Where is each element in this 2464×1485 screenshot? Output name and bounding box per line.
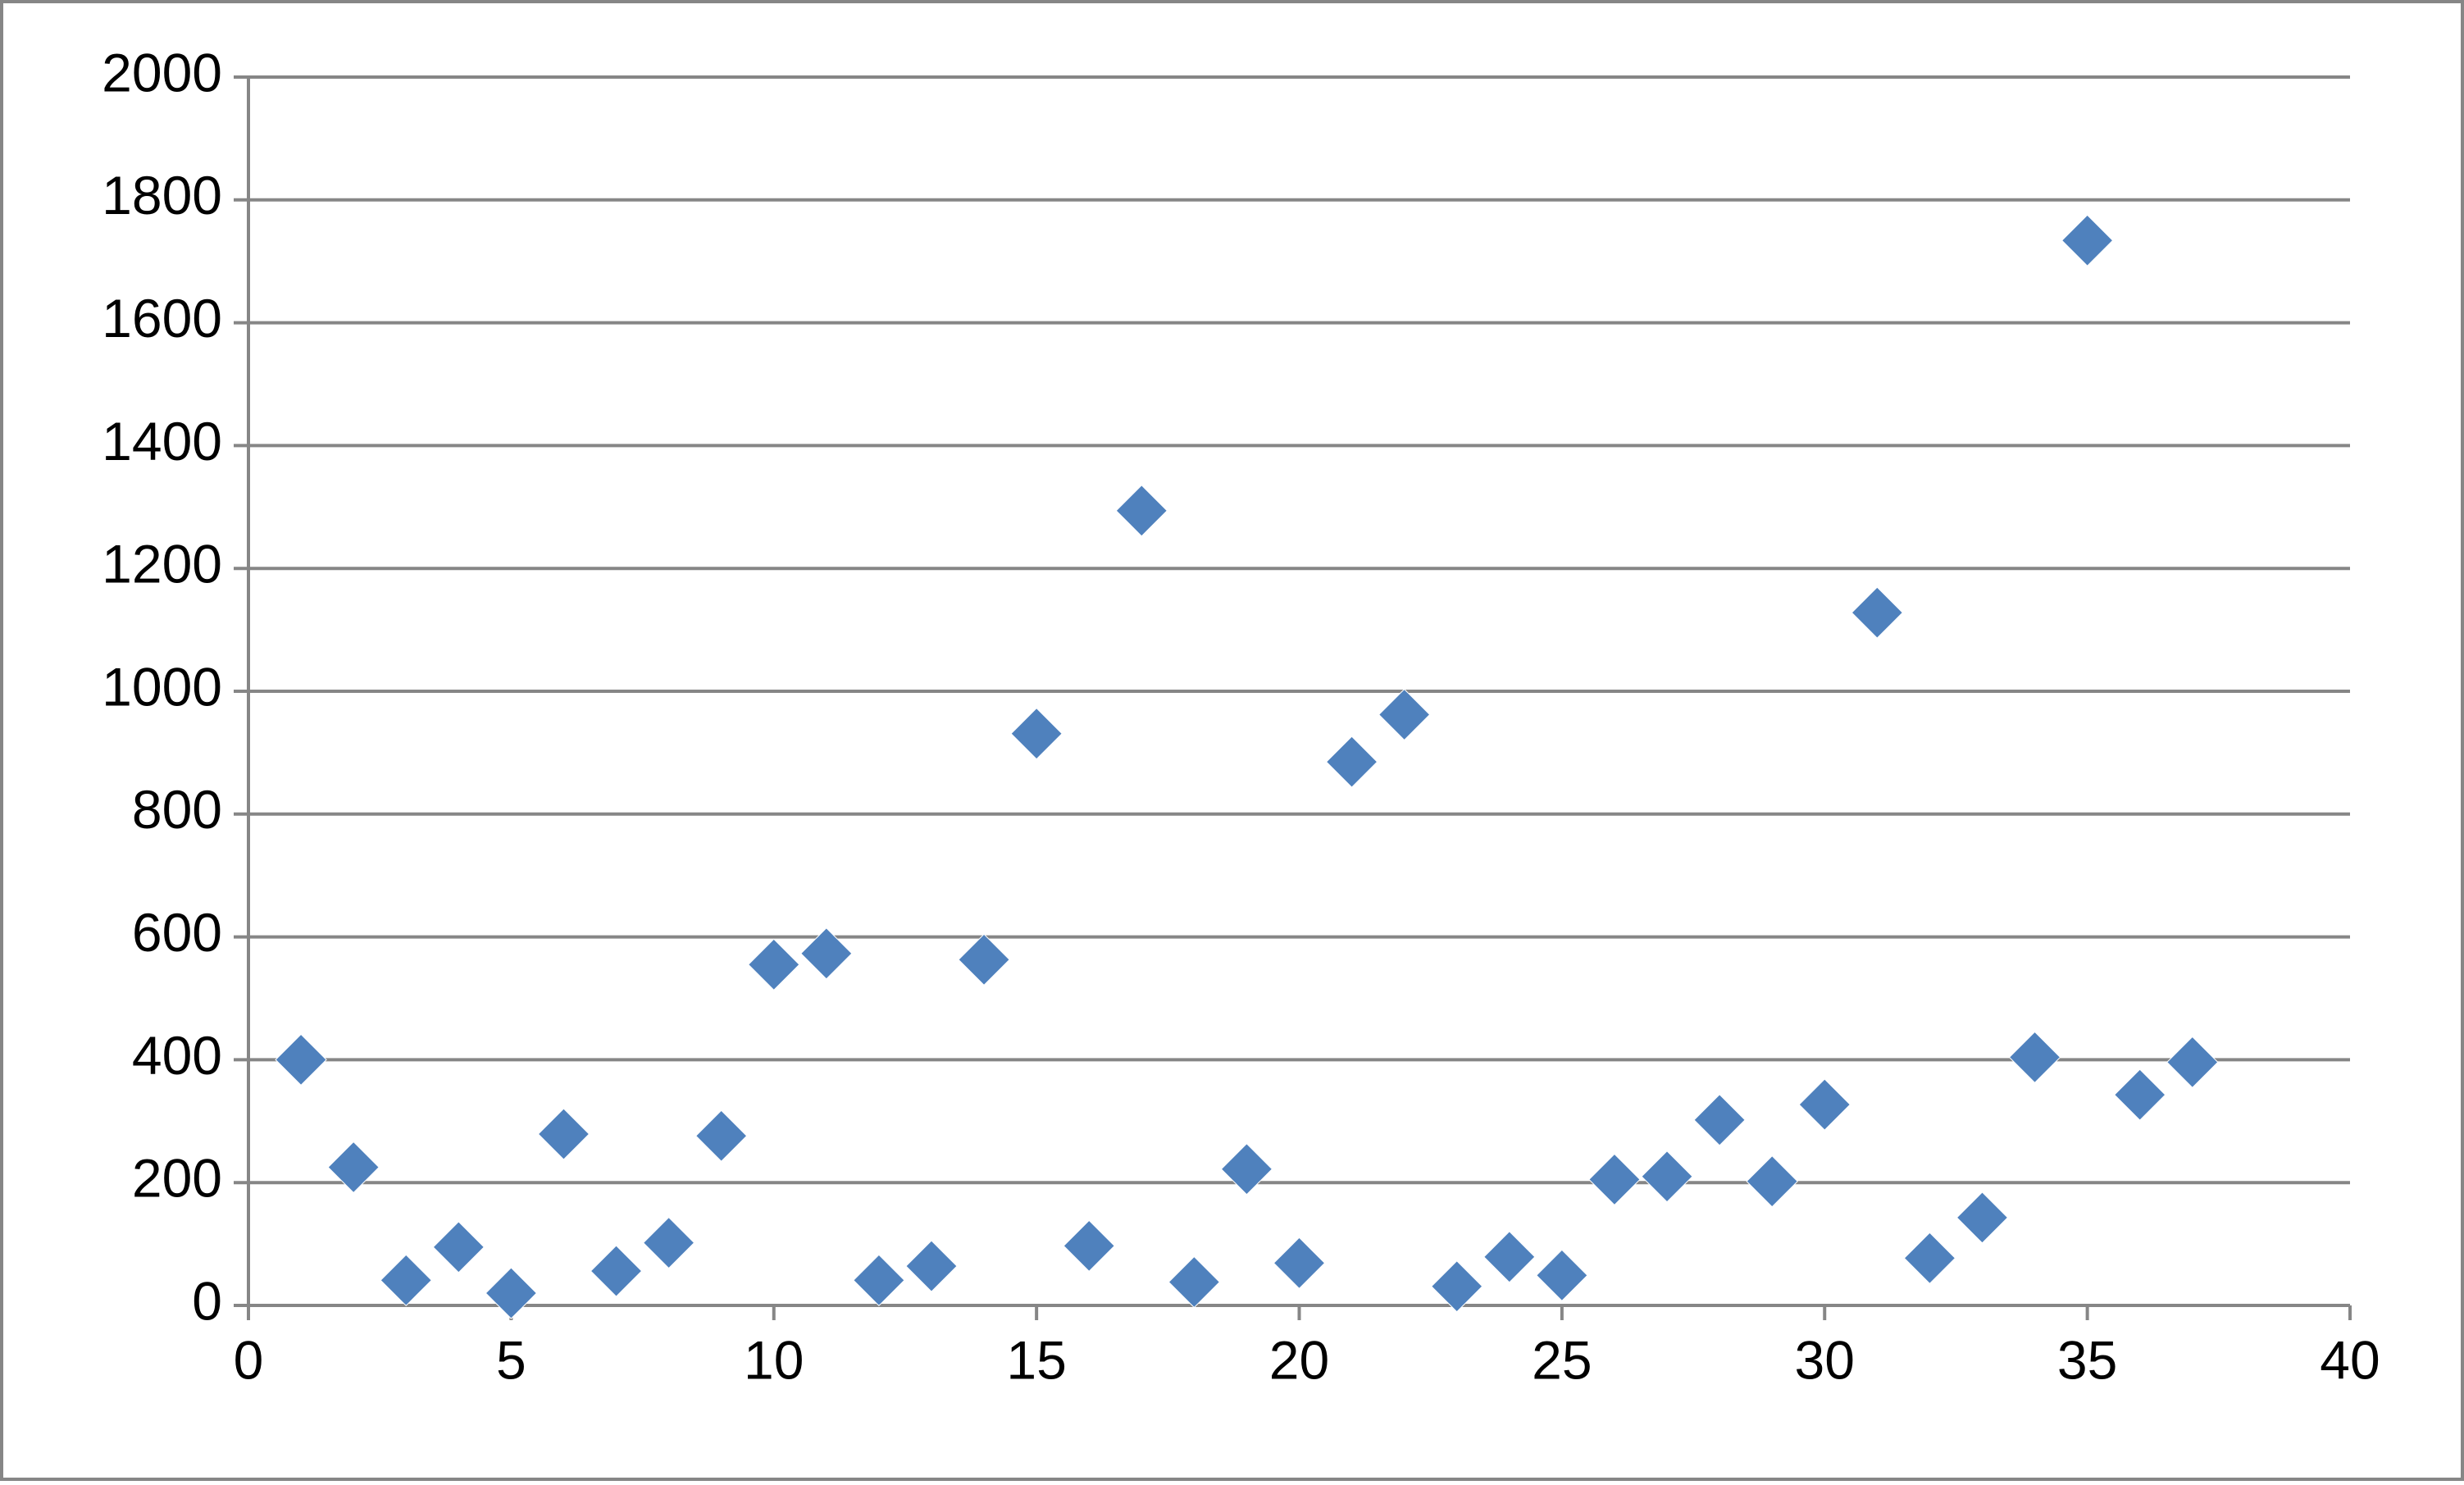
y-tick-label: 1400 xyxy=(102,411,222,471)
x-tick-label: 25 xyxy=(1532,1329,1592,1390)
y-tick-label: 400 xyxy=(132,1025,222,1086)
x-tick-label: 10 xyxy=(744,1329,804,1390)
x-tick-label: 15 xyxy=(1006,1329,1066,1390)
point xyxy=(1746,1155,1798,1208)
point xyxy=(2113,1068,2166,1121)
point xyxy=(1536,1249,1588,1302)
point xyxy=(1325,736,1378,788)
point xyxy=(2061,214,2114,266)
x-tick-label: 30 xyxy=(1795,1329,1855,1390)
point xyxy=(275,1033,327,1086)
point xyxy=(1063,1219,1115,1273)
point xyxy=(1431,1260,1483,1313)
y-tick-label: 1800 xyxy=(102,165,222,225)
y-tick-label: 0 xyxy=(192,1270,222,1331)
point xyxy=(1168,1255,1221,1309)
y-tick-label: 1600 xyxy=(102,288,222,348)
point xyxy=(1798,1078,1851,1131)
point xyxy=(1483,1231,1536,1283)
y-tick-label: 800 xyxy=(132,779,222,840)
point xyxy=(800,927,853,980)
y-tick-label: 1200 xyxy=(102,534,222,594)
point xyxy=(327,1141,380,1194)
point xyxy=(432,1221,485,1273)
y-tick-label: 200 xyxy=(132,1148,222,1209)
point xyxy=(1010,707,1063,760)
point xyxy=(1641,1150,1693,1203)
point xyxy=(1588,1153,1641,1206)
x-tick-label: 40 xyxy=(2320,1329,2380,1390)
x-tick-label: 35 xyxy=(2057,1329,2117,1390)
point xyxy=(1220,1143,1273,1196)
point xyxy=(905,1240,958,1292)
point xyxy=(1956,1191,2009,1244)
point xyxy=(2166,1036,2219,1089)
point xyxy=(748,938,800,991)
point xyxy=(695,1109,748,1162)
point xyxy=(537,1108,590,1160)
x-tick-label: 0 xyxy=(234,1329,264,1390)
point xyxy=(958,933,1010,986)
point xyxy=(485,1267,538,1319)
point xyxy=(1851,586,1904,639)
point xyxy=(1903,1232,1956,1285)
point xyxy=(1693,1094,1746,1146)
point xyxy=(590,1245,643,1297)
point xyxy=(380,1254,432,1306)
y-tick-label: 2000 xyxy=(102,42,222,102)
y-tick-label: 600 xyxy=(132,902,222,963)
point xyxy=(642,1216,695,1269)
x-tick-label: 20 xyxy=(1269,1329,1329,1390)
point xyxy=(853,1254,905,1306)
point xyxy=(2008,1031,2061,1084)
point xyxy=(1273,1237,1326,1290)
y-tick-label: 1000 xyxy=(102,656,222,717)
point xyxy=(1115,485,1168,537)
x-tick-label: 5 xyxy=(496,1329,526,1390)
point xyxy=(1378,688,1431,741)
